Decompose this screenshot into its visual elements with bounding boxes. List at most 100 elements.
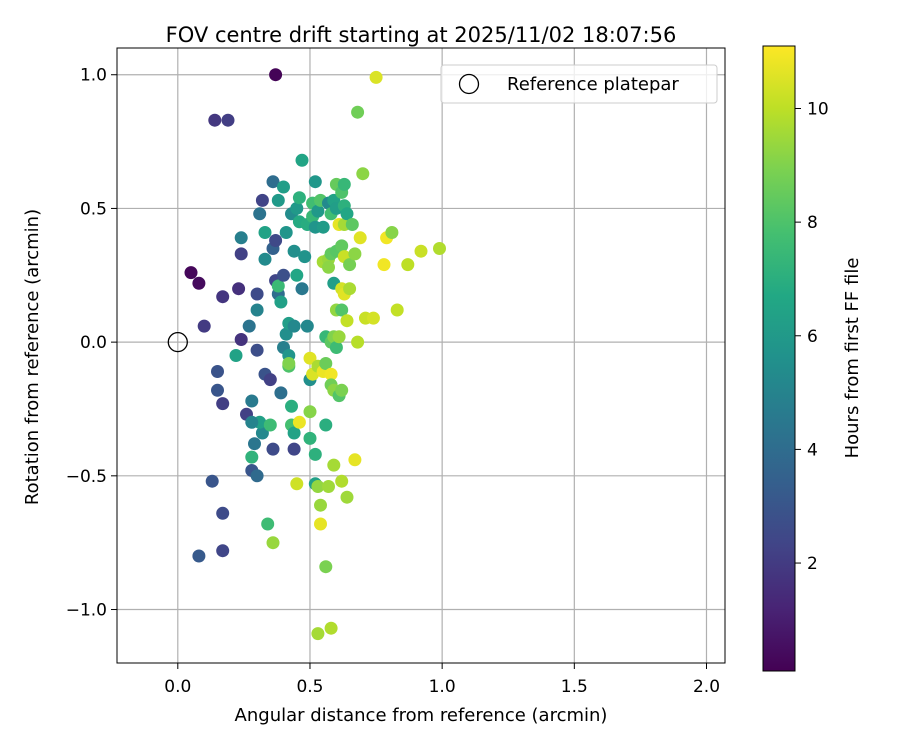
x-axis-ticks: 0.0 0.5 1.0 1.5 2.0 (164, 663, 720, 697)
data-point (274, 386, 288, 400)
data-point (277, 180, 290, 194)
data-point (353, 231, 367, 245)
colorbar-label: Hours from first FF file (842, 258, 863, 459)
data-point (248, 437, 261, 451)
data-point (348, 247, 362, 261)
data-point (192, 276, 206, 290)
x-axis-label: Angular distance from reference (arcmin) (235, 705, 608, 726)
data-point (433, 242, 446, 255)
data-point (250, 469, 264, 483)
x-tick-label: 0.0 (164, 677, 191, 697)
y-tick-label: 1.0 (80, 66, 107, 86)
reference-platepar-marker (167, 331, 188, 353)
data-point (316, 220, 330, 234)
data-point (369, 70, 383, 84)
data-point (311, 204, 325, 218)
data-point (311, 627, 325, 641)
data-point (211, 365, 224, 378)
data-point (263, 418, 277, 432)
data-point (292, 415, 306, 429)
data-point (287, 442, 301, 456)
data-point (192, 549, 206, 563)
plot-area: 0.0 0.5 1.0 1.5 2.0 −1.0 −0.5 0.0 0.5 1.0 (66, 47, 726, 697)
data-point (266, 175, 280, 189)
colorbar-tick-label: 2 (807, 554, 818, 574)
data-point (245, 415, 259, 429)
y-axis-ticks: −1.0 −0.5 0.0 0.5 1.0 (66, 66, 117, 621)
x-tick-label: 1.5 (561, 677, 588, 697)
data-point (234, 333, 248, 346)
data-point (266, 442, 280, 456)
data-point (216, 544, 230, 558)
data-point (255, 426, 269, 440)
data-point (216, 506, 230, 520)
data-point (385, 226, 399, 239)
data-point (184, 266, 198, 280)
x-tick-label: 1.0 (429, 677, 456, 697)
data-point (282, 357, 296, 370)
data-point (303, 431, 317, 445)
data-point (211, 383, 224, 397)
data-point (335, 383, 349, 397)
data-point (250, 303, 264, 317)
data-point (314, 517, 327, 531)
data-point (308, 175, 322, 189)
data-point (197, 319, 211, 333)
data-point (255, 193, 269, 207)
data-point (292, 191, 306, 205)
data-point (285, 399, 298, 413)
data-point (274, 295, 288, 309)
data-point (290, 268, 304, 282)
colorbar-ticks: 2 4 6 8 10 (795, 100, 829, 574)
data-point (343, 258, 357, 272)
data-point (319, 357, 333, 370)
legend-label-reference: Reference platepar (507, 74, 679, 95)
data-point (232, 282, 246, 296)
data-point (356, 167, 370, 181)
legend-box (440, 64, 718, 104)
y-tick-label: −0.5 (66, 467, 107, 487)
y-tick-label: 0.0 (80, 333, 107, 353)
legend-marker-reference (458, 73, 480, 95)
colorbar-tick-label: 4 (807, 440, 818, 460)
y-tick-label: 0.5 (80, 199, 107, 219)
data-point (266, 536, 280, 550)
data-point (335, 303, 349, 317)
data-point (216, 290, 230, 304)
data-point (300, 319, 314, 333)
colorbar: 2 4 6 8 10 Hours from first FF file (762, 45, 863, 672)
data-point (319, 560, 333, 574)
data-point (277, 268, 290, 282)
data-point (221, 113, 235, 127)
data-point (311, 480, 325, 493)
data-point (290, 201, 304, 215)
data-point (205, 474, 219, 488)
data-point (343, 282, 357, 296)
data-points (184, 68, 446, 641)
data-point (245, 450, 259, 464)
data-point (234, 247, 248, 261)
data-point (279, 327, 293, 341)
data-point (377, 258, 391, 272)
data-point (351, 335, 365, 349)
data-point (295, 153, 309, 167)
data-point (322, 260, 335, 274)
plot-frame (116, 47, 726, 664)
data-point (414, 244, 428, 258)
data-point (287, 319, 301, 333)
x-tick-label: 2.0 (693, 677, 720, 697)
data-point (250, 343, 264, 357)
data-point (208, 113, 222, 127)
data-point (348, 453, 362, 467)
data-point (216, 397, 230, 411)
data-point (229, 349, 243, 362)
data-point (253, 207, 267, 221)
colorbar-tick-label: 6 (807, 327, 818, 347)
data-point (287, 426, 301, 440)
data-point (303, 351, 317, 365)
data-point (261, 517, 275, 531)
colorbar-gradient (763, 46, 795, 671)
colorbar-tick-label: 10 (807, 100, 829, 120)
data-point (337, 177, 351, 191)
data-point (390, 303, 404, 317)
